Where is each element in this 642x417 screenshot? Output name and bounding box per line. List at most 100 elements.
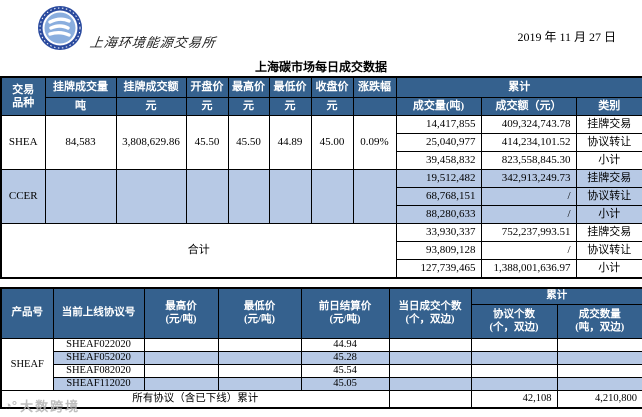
t2-th-daily-count-line2: (个，双边) [405,313,455,325]
t2-th-prev-settle: 前日结算价 (元/吨) [300,287,390,339]
t1-ccer-category-3: 小计 [575,205,642,224]
exchange-logo-icon [36,4,84,52]
page-title: 上海碳市场每日成交数据 [254,60,387,74]
t1-shea-listed-volume: 84,583 [44,115,117,170]
t2-daily-count-1 [388,337,472,353]
t2-protocol-1: SHEAF022020 [52,337,145,353]
t1-ccer-category-2: 协议转让 [575,187,642,206]
t1-th-category: 类别 [575,97,642,116]
t1-th-change-unit-blank [352,97,397,116]
t1-shea-row-1: SHEA 84,583 3,808,629.86 45.50 45.50 44.… [0,115,642,170]
t2-high-1 [143,337,219,353]
t2-cum-count-3 [470,364,558,379]
t1-th-low: 最低价 [268,76,312,98]
t1-th-cum-amount: 成交额（元） [480,97,577,116]
t1-ccer-cum-amount-3: / [480,205,577,224]
t2-row-2: SHEAF052020 45.28 [1,351,642,366]
t1-th-product-line2: 品种 [12,96,35,109]
t1-shea-cum-amount-1: 409,324,743.78 [480,115,577,134]
t1-ccer-category-1: 挂牌交易 [575,169,642,188]
t2-th-high-line1: 最高价 [165,301,197,313]
t2-th-product: 产品号 [0,287,54,339]
t1-th-open-unit: 元 [185,97,229,116]
t2-th-daily-count: 当日成交个数 (个，双边) [388,287,472,339]
t2-th-cum-volume-line1: 成交数量 [578,309,621,321]
t2-footer-cum-volume: 4,210,800 [556,390,642,409]
t1-ccer-low-blank [268,169,312,224]
t1-total-cum-amount-1: 752,237,993.51 [480,223,577,242]
t2-product: SHEAF [0,337,54,392]
t1-ccer-high-blank [227,169,270,224]
t1-th-product: 交易 品种 [0,76,46,116]
t2-th-prev-settle-line2: (元/吨) [329,313,361,325]
t1-th-listed-amount-unit: 元 [115,97,187,116]
t1-shea-cum-amount-2: 414,234,101.52 [480,133,577,152]
t2-th-prev-settle-line1: 前日结算价 [318,301,372,313]
t2-cum-volume-4 [556,377,642,392]
t2-daily-count-4 [388,377,472,392]
t2-footer-row: 所有协议（含已下线）累计 42,108 4,210,800 [0,390,642,409]
t1-th-close-unit: 元 [310,97,354,116]
t1-total-category-1: 挂牌交易 [575,223,642,242]
t2-cum-volume-3 [556,364,642,379]
t1-ccer-row-1: CCER 19,512,482 342,913,249.73 挂牌交易 [0,169,642,224]
t2-footer-daily-count-blank [388,390,472,409]
t1-shea-cum-volume-3: 39,458,832 [395,151,482,170]
t1-total-cum-amount-2: / [480,241,577,260]
t1-shea-cum-volume-1: 14,417,855 [395,115,482,134]
t1-shea-product: SHEA [0,115,46,170]
exchange-seal-icon [38,6,82,50]
t1-shea-category-3: 小计 [575,151,642,170]
t1-ccer-cum-amount-1: 342,913,249.73 [480,169,577,188]
t1-th-close: 收盘价 [310,76,354,98]
t1-th-low-unit: 元 [268,97,312,116]
t1-shea-high: 45.50 [227,115,270,170]
report-date: 2019 年 11 月 27 日 [517,30,616,44]
t1-total-category-3: 小计 [575,259,642,279]
t1-shea-category-1: 挂牌交易 [575,115,642,134]
t1-shea-cum-volume-2: 25,040,977 [395,133,482,152]
t2-settle-4: 45.05 [300,377,390,392]
t2-th-high-line2: (元/吨) [165,313,197,325]
t2-th-cum-count-line1: 协议个数 [493,309,535,321]
t1-ccer-cum-volume-2: 68,768,151 [395,187,482,206]
t2-th-cum-volume: 成交数量 (吨，双边) [556,304,642,339]
t2-protocol-3: SHEAF082020 [52,364,145,379]
t2-low-3 [217,364,302,379]
t1-shea-close: 45.00 [310,115,354,170]
t2-protocol-4: SHEAF112020 [52,377,145,392]
t1-header-row-2: 吨 元 元 元 元 元 成交量(吨) 成交额（元） 类别 [1,97,642,116]
t2-daily-count-2 [388,351,472,366]
t1-ccer-product: CCER [0,169,46,224]
t2-low-1 [217,337,302,353]
t2-cum-count-4 [470,377,558,392]
forward-product-table: 产品号 当前上线协议号 最高价 (元/吨) 最低价 (元/吨) 前日结算价 (元… [0,287,642,410]
t2-settle-1: 44.94 [300,337,390,353]
t2-header-row-1: 产品号 当前上线协议号 最高价 (元/吨) 最低价 (元/吨) 前日结算价 (元… [0,287,642,339]
t2-th-cum-count: 协议个数 (个，双边) [470,304,558,339]
t2-high-2 [143,351,219,366]
t1-ccer-change-blank [352,169,397,224]
t2-low-2 [217,351,302,366]
t2-th-cum-volume-line2: (吨，双边) [575,321,625,333]
t1-ccer-row-3: 88,280,633 / 小计 [1,205,642,224]
t1-total-row-3: 127,739,465 1,388,001,636.97 小计 [1,259,642,279]
t2-footer-label: 所有协议（含已下线）累计 [0,390,390,409]
t1-th-high: 最高价 [227,76,270,98]
t1-header-row-1: 交易 品种 挂牌成交量 挂牌成交额 开盘价 最高价 最低价 收盘价 涨跌幅 累计 [0,76,642,116]
t1-th-high-unit: 元 [227,97,270,116]
t1-total-cum-volume-3: 127,739,465 [395,259,482,279]
t1-shea-category-2: 协议转让 [575,133,642,152]
t1-th-cumulative: 累计 [395,76,642,98]
t2-th-cum-count-line2: (个，双边) [489,321,539,333]
t1-ccer-listed-volume-blank [44,169,117,224]
t2-th-low-line1: 最低价 [243,301,276,313]
t1-ccer-cum-volume-3: 88,280,633 [395,205,482,224]
t1-ccer-row-2: 68,768,151 / 协议转让 [1,187,642,206]
t1-th-listed-volume: 挂牌成交量 [44,76,117,98]
t1-th-change: 涨跌幅 [352,76,397,98]
t1-ccer-listed-amount-blank [115,169,187,224]
t2-settle-2: 45.28 [300,351,390,366]
t2-low-4 [217,377,302,392]
